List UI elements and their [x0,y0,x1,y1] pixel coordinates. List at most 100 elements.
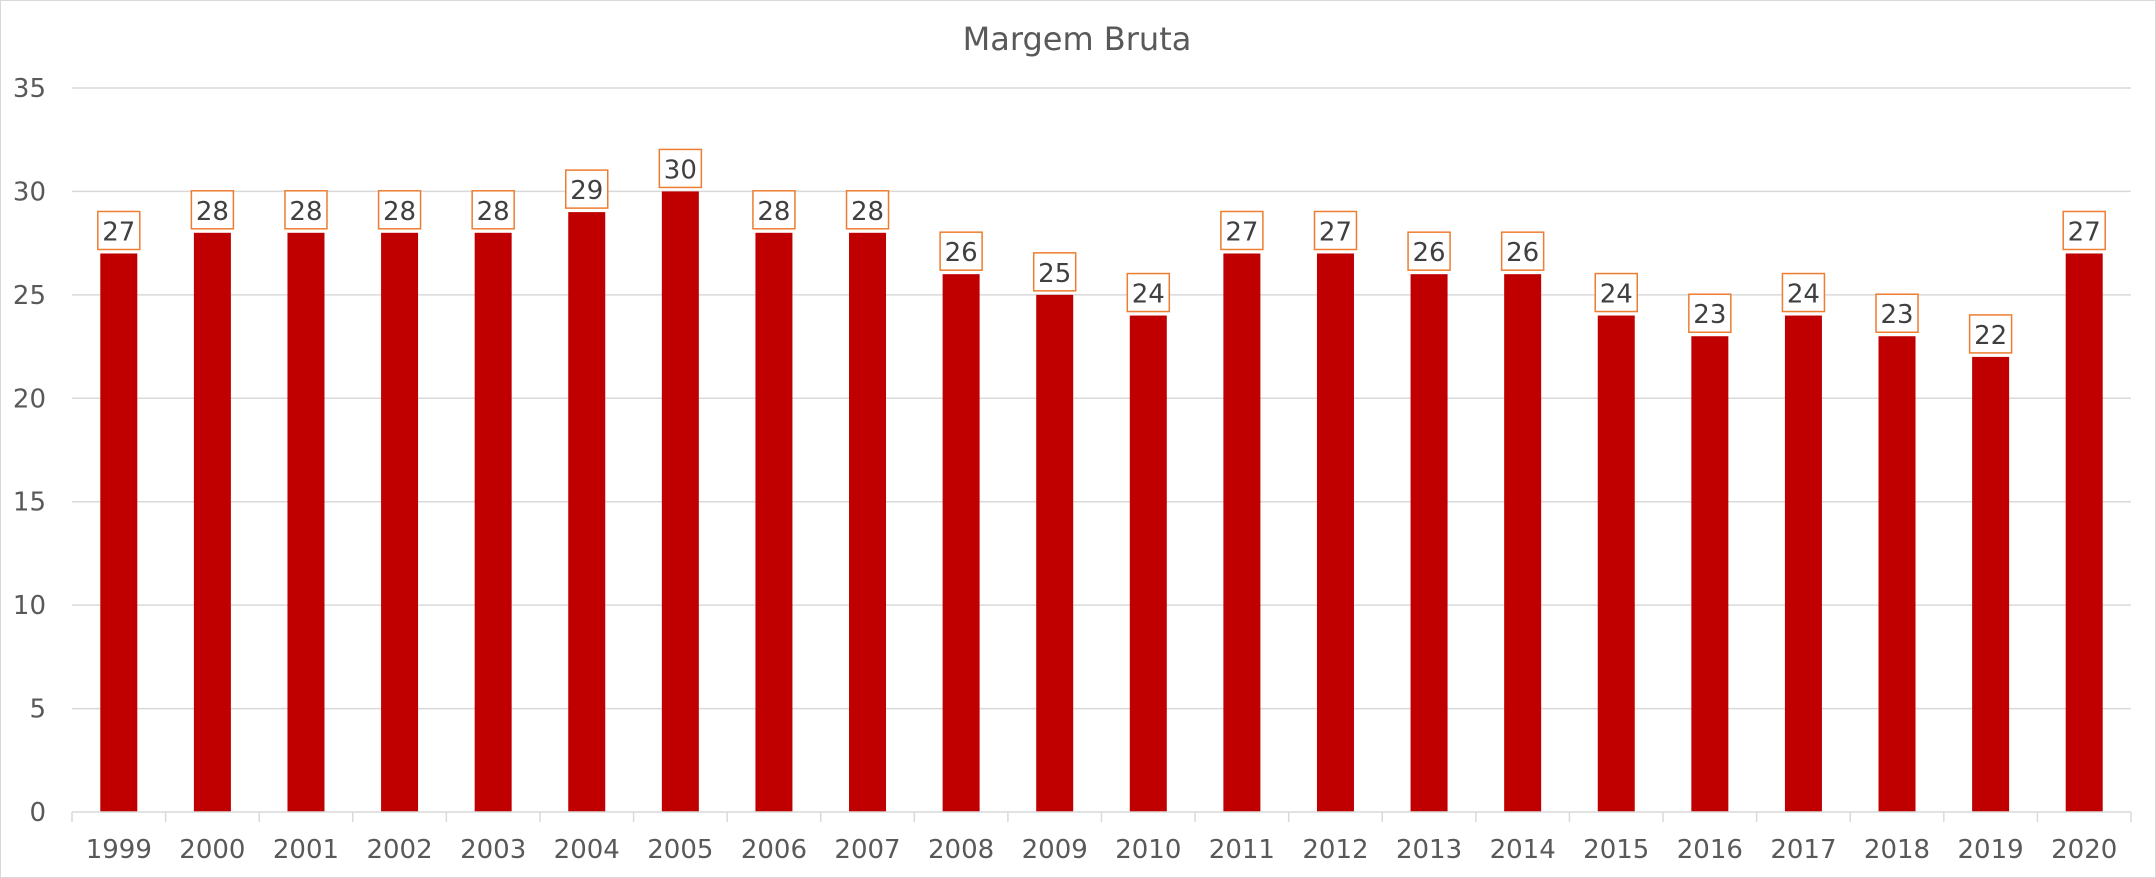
bar-2003 [474,232,512,813]
data-label-box [97,210,141,251]
bar-2007 [849,232,887,813]
x-tick-label: 2003 [460,835,526,865]
data-label: 27 [102,217,135,247]
x-tick-label: 2002 [366,835,432,865]
data-label: 24 [1787,280,1820,310]
data-label: 22 [1974,321,2007,351]
y-tick-label: 20 [13,384,46,414]
x-tick-label: 1999 [86,835,152,865]
data-label-box [1594,272,1638,313]
data-label: 28 [757,197,790,227]
data-label: 30 [664,155,697,185]
bar-2001 [287,232,325,813]
data-label: 27 [1225,217,1258,247]
data-label: 28 [477,197,510,227]
x-axis-ticks: 1999 2000 2001 2002 2003 2004 2005 2006 2007 2008… [71,812,2132,865]
bars [100,191,2103,813]
chart-title: Margem Bruta [963,20,1192,58]
x-tick-label: 2017 [1770,835,1836,865]
y-tick-label: 25 [13,281,46,311]
data-label-box [1875,293,1919,333]
data-label-box [2062,210,2106,251]
x-tick-label: 2000 [179,835,245,865]
bar-2012 [1316,253,1354,812]
bar-2005 [661,191,699,812]
x-tick-label: 2015 [1583,835,1649,865]
data-label-box [1968,314,2013,354]
data-labels: 27 28 28 28 28 29 30 28 28 26 25 24 27 27 26 26 24 23 24 23… [97,148,2106,354]
y-tick-label: 15 [13,488,46,518]
x-tick-label: 2005 [647,835,713,865]
data-label-box [1407,231,1451,271]
data-label-box [565,169,609,209]
data-label-box [1032,252,1077,292]
data-label: 28 [289,197,322,227]
y-tick-label: 10 [13,591,46,621]
data-label: 27 [1319,217,1352,247]
bar-2010 [1129,315,1167,812]
bar-2017 [1784,315,1822,812]
y-tick-label: 30 [13,177,46,207]
x-tick-label: 2020 [2051,835,2117,865]
x-tick-label: 2013 [1396,835,1462,865]
y-tick-label: 0 [29,798,46,828]
data-label-box [1126,272,1171,313]
bar-2016 [1691,336,1729,812]
bar-2002 [381,232,419,813]
x-tick-label: 2007 [834,835,900,865]
data-label-box [939,231,983,271]
y-axis-ticks: 0 5 10 15 20 25 30 35 [13,74,46,828]
data-label-box [377,190,422,230]
data-label-box [845,190,890,230]
x-tick-label: 2008 [928,835,994,865]
x-tick-label: 2016 [1677,835,1743,865]
x-tick-label: 2012 [1302,835,1368,865]
data-label-box [1313,210,1358,251]
data-label-box [1688,293,1732,333]
bar-2006 [755,232,793,813]
x-tick-label: 2001 [273,835,339,865]
data-label: 26 [945,238,978,268]
data-label-box [1220,210,1264,251]
data-label-box [1500,231,1545,271]
x-tick-label: 2009 [1022,835,1088,865]
x-tick-label: 2019 [1958,835,2024,865]
y-tick-label: 5 [29,695,46,725]
data-label-box [284,190,328,230]
bar-2000 [193,232,231,813]
data-label-box [471,190,515,230]
data-label: 28 [851,197,884,227]
data-label: 29 [570,176,603,206]
data-label-box [658,148,703,189]
x-tick-label: 2006 [741,835,807,865]
bar-2015 [1597,315,1635,812]
bar-2011 [1223,253,1261,812]
gridlines [72,87,2131,710]
x-tick-label: 2018 [1864,835,1930,865]
data-label: 24 [1600,280,1633,310]
data-label: 28 [196,197,229,227]
data-label: 28 [383,197,416,227]
data-label-box [190,190,235,230]
x-tick-label: 2010 [1115,835,1181,865]
bar-2004 [568,212,606,813]
data-label-box [752,190,796,230]
y-tick-label: 35 [13,74,46,104]
data-label: 26 [1506,238,1539,268]
data-label-box [1781,272,1826,313]
bar-2020 [2065,253,2103,812]
data-label: 27 [2068,217,2101,247]
data-label: 24 [1132,280,1165,310]
bar-2008 [942,274,980,813]
data-label: 25 [1038,259,1071,289]
x-tick-label: 2011 [1209,835,1275,865]
bar-2018 [1878,336,1916,812]
bar-1999 [100,253,138,812]
data-label: 23 [1693,300,1726,330]
x-tick-label: 2014 [1490,835,1556,865]
x-tick-label: 2004 [554,835,620,865]
bar-2014 [1504,274,1542,813]
bar-2009 [1036,294,1074,812]
data-label: 23 [1880,300,1913,330]
